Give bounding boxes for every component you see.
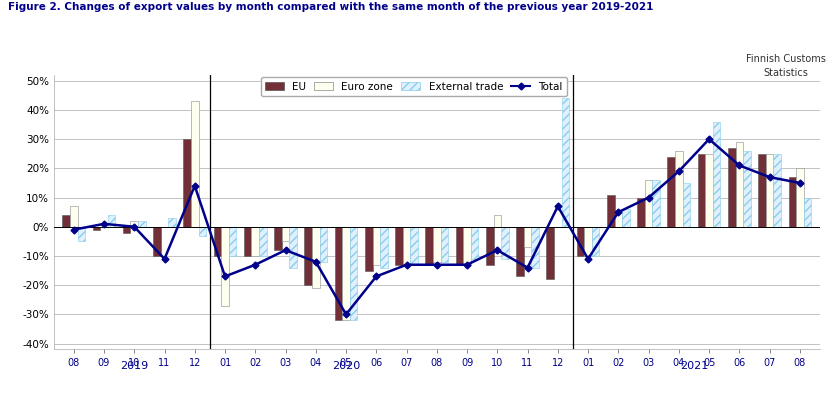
Bar — [312, 227, 319, 288]
Bar — [471, 227, 478, 259]
Bar — [131, 221, 138, 227]
Bar — [524, 227, 532, 247]
Bar — [774, 154, 781, 227]
Legend: EU, Euro zone, External trade, Total: EU, Euro zone, External trade, Total — [260, 77, 567, 96]
Bar — [183, 139, 191, 227]
Bar — [342, 227, 349, 320]
Bar — [123, 227, 131, 233]
Bar — [334, 227, 342, 320]
Bar — [251, 227, 259, 256]
Bar — [259, 227, 266, 256]
Bar — [349, 227, 358, 320]
Bar — [290, 227, 297, 267]
Bar — [713, 121, 721, 227]
Bar — [108, 215, 116, 227]
Bar — [282, 227, 290, 241]
Bar — [221, 227, 229, 306]
Bar — [706, 154, 713, 227]
Bar — [229, 227, 236, 256]
Text: 2019: 2019 — [120, 361, 148, 371]
Bar — [804, 198, 811, 227]
Bar — [743, 151, 750, 227]
Bar — [275, 227, 282, 250]
Bar — [410, 227, 418, 265]
Text: 2021: 2021 — [680, 361, 708, 371]
Bar — [758, 154, 765, 227]
Bar — [425, 227, 433, 265]
Bar — [305, 227, 312, 285]
Bar — [728, 148, 735, 227]
Bar — [191, 101, 199, 227]
Bar — [403, 227, 410, 265]
Text: Finnish Customs
Statistics: Finnish Customs Statistics — [746, 54, 826, 78]
Bar — [168, 218, 176, 227]
Bar — [62, 215, 70, 227]
Bar — [622, 209, 630, 227]
Bar — [319, 227, 327, 262]
Bar — [463, 227, 471, 265]
Bar — [615, 212, 622, 227]
Bar — [516, 227, 524, 276]
Bar — [365, 227, 373, 270]
Bar — [138, 221, 146, 227]
Bar — [70, 206, 77, 227]
Bar — [92, 227, 100, 230]
Bar — [675, 151, 682, 227]
Bar — [735, 142, 743, 227]
Bar — [645, 180, 652, 227]
Bar — [652, 180, 660, 227]
Bar — [682, 183, 691, 227]
Bar — [486, 227, 493, 265]
Bar — [373, 227, 380, 265]
Bar — [765, 154, 774, 227]
Bar — [532, 227, 539, 267]
Bar — [153, 227, 161, 256]
Bar — [77, 227, 85, 241]
Text: Figure 2. Changes of export values by month compared with the same month of the : Figure 2. Changes of export values by mo… — [8, 2, 654, 12]
Bar — [441, 227, 448, 262]
Bar — [584, 227, 592, 256]
Bar — [456, 227, 463, 265]
Bar — [796, 168, 804, 227]
Bar — [789, 177, 796, 227]
Bar — [395, 227, 403, 265]
Bar — [607, 195, 615, 227]
Bar — [501, 227, 508, 259]
Bar — [637, 198, 645, 227]
Bar — [433, 227, 441, 262]
Bar — [199, 227, 206, 235]
Bar — [214, 227, 221, 256]
Bar — [577, 227, 584, 256]
Bar — [547, 227, 554, 279]
Bar — [592, 227, 599, 256]
Bar — [698, 154, 706, 227]
Bar — [380, 227, 388, 267]
Bar — [493, 215, 501, 227]
Text: 2020: 2020 — [332, 361, 360, 371]
Bar — [667, 157, 675, 227]
Bar — [244, 227, 251, 256]
Bar — [562, 98, 569, 227]
